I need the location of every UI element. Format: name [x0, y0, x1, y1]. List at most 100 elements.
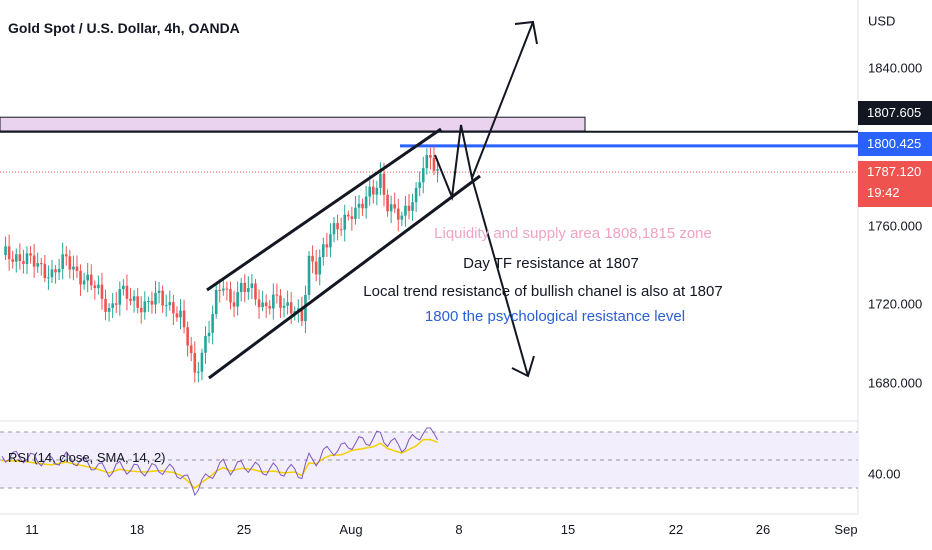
candle-body	[289, 302, 293, 314]
candle-body	[429, 155, 432, 158]
time-label: Aug	[339, 522, 363, 537]
candle-body	[200, 352, 204, 372]
rsi-indicator-label[interactable]: RSI (14, close, SMA, 14, 2)	[8, 450, 166, 465]
rsi-sma-line	[2, 438, 438, 490]
psych-annotation: 1800 the psychological resistance level	[424, 308, 686, 325]
candle-body	[11, 259, 15, 262]
candle-body	[425, 155, 429, 169]
candle-body	[318, 257, 322, 275]
candle-body	[72, 266, 75, 270]
candle-body	[329, 234, 332, 248]
candle-body	[325, 244, 329, 248]
candle-body	[261, 302, 264, 308]
candle-body	[322, 244, 325, 258]
bearish-projection-path	[471, 177, 529, 377]
candle-body	[364, 196, 368, 209]
price-axis[interactable]: USD 1840.000 1760.000 1720.000 1680.000 …	[858, 0, 932, 514]
candle-body	[300, 308, 304, 322]
candle-body	[150, 300, 154, 305]
candle-body	[307, 255, 311, 295]
candle-body	[357, 203, 361, 208]
candle-body	[7, 246, 11, 260]
time-label: 22	[668, 522, 684, 537]
candle-body	[22, 261, 25, 264]
candle-body	[218, 289, 222, 291]
candle-body	[82, 280, 86, 285]
candle-body	[64, 254, 68, 257]
price-tick: 1680.000	[868, 375, 923, 391]
candle-body	[371, 186, 375, 195]
candle-body	[404, 205, 407, 216]
candle-body	[375, 187, 379, 195]
candle-body	[161, 290, 164, 306]
candle-body	[225, 288, 229, 290]
candle-body	[264, 302, 268, 307]
candle-body	[407, 205, 411, 211]
candle-body	[275, 294, 279, 296]
candle-body	[107, 308, 111, 312]
time-label: 8	[455, 522, 463, 537]
time-label: 11	[25, 522, 39, 537]
time-label: 18	[129, 522, 145, 537]
candle-body	[279, 295, 282, 308]
candle-body	[386, 194, 389, 212]
time-label: 25	[236, 522, 252, 537]
blue-level-tag: 1800.425	[858, 132, 932, 156]
candle-body	[129, 298, 132, 301]
candle-body	[125, 285, 129, 299]
candle-body	[436, 169, 439, 171]
candle-body	[4, 246, 7, 256]
candle-body	[239, 282, 243, 293]
candle-body	[29, 253, 32, 256]
chart-title: Gold Spot / U.S. Dollar, 4h, OANDA	[8, 20, 240, 36]
candle-body	[343, 214, 347, 230]
candle-body	[168, 302, 172, 306]
candle-body	[268, 306, 272, 309]
candle-body	[286, 302, 289, 306]
candle-body	[179, 310, 182, 318]
price-tick: 1840.000	[868, 60, 923, 76]
candle-body	[75, 266, 79, 271]
candle-body	[154, 292, 157, 305]
candle-body	[39, 263, 43, 265]
candle-body	[346, 214, 350, 217]
candle-body	[93, 285, 97, 288]
candle-body	[18, 254, 22, 262]
day-tf-annotation: Day TF resistance at 1807	[463, 255, 639, 272]
price-tick: 1760.000	[868, 218, 923, 234]
candle-body	[432, 157, 436, 171]
candle-body	[114, 303, 118, 305]
candle-body	[204, 336, 207, 353]
candle-body	[25, 253, 29, 264]
candle-body	[350, 216, 354, 219]
candle-body	[111, 303, 114, 309]
candle-body	[122, 285, 125, 290]
candle-body	[332, 223, 336, 235]
candle-body	[282, 305, 286, 308]
candle-body	[36, 263, 39, 267]
time-label: 26	[755, 522, 771, 537]
candle-body	[336, 223, 339, 230]
candle-body	[100, 284, 104, 299]
candle-body	[211, 314, 214, 333]
candle-body	[314, 261, 318, 275]
candle-body	[157, 290, 161, 293]
candle-body	[214, 289, 218, 315]
candle-body	[400, 215, 404, 220]
candle-body	[136, 296, 139, 308]
currency-label: USD	[868, 13, 896, 29]
candle-body	[382, 173, 386, 195]
candle-body	[175, 313, 179, 318]
bearish-arrowhead	[511, 355, 535, 378]
candle-body	[143, 301, 147, 313]
candle-body	[172, 302, 175, 314]
candle-body	[197, 371, 200, 373]
channel-upper-line	[206, 127, 442, 292]
candle-body	[50, 269, 54, 278]
candle-body	[207, 332, 211, 337]
candle-body	[354, 207, 357, 219]
candle-body	[311, 255, 314, 262]
candle-body	[254, 283, 257, 300]
